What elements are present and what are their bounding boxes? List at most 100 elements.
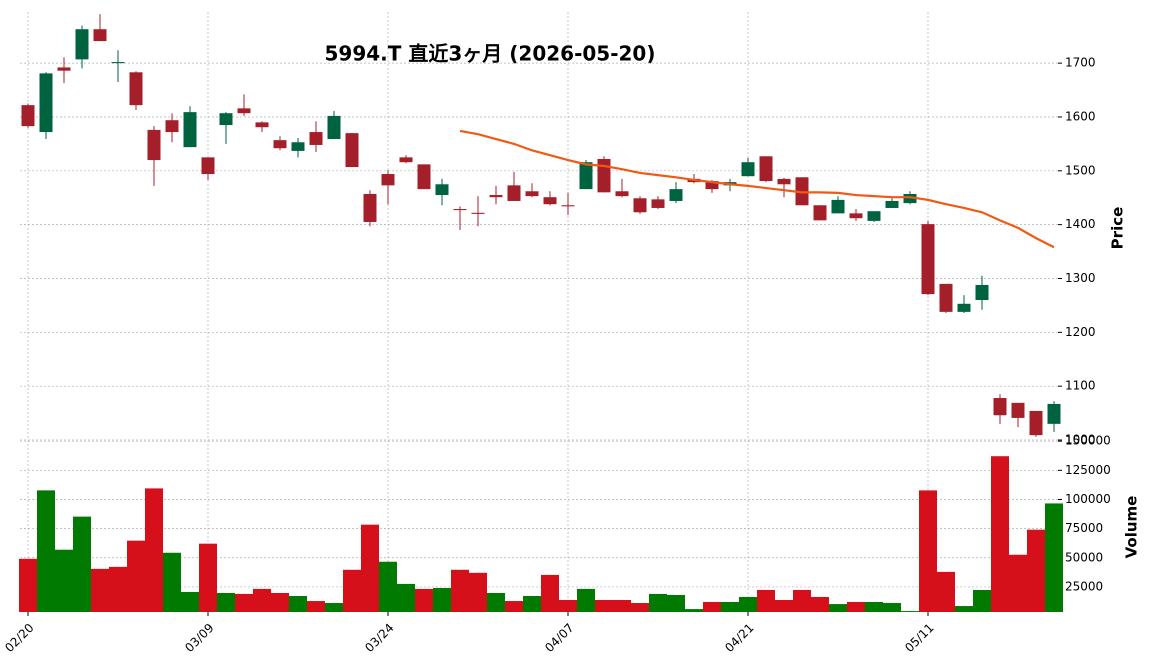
volume-tick-label: 50000 (1065, 550, 1103, 564)
candle-body (237, 108, 251, 114)
candle-body (399, 157, 413, 163)
candle-body (813, 205, 827, 221)
volume-bar (109, 566, 127, 612)
candle-body (327, 115, 341, 140)
candle-body (705, 181, 719, 190)
candle-body (291, 142, 305, 151)
x-tick-label: 04/21 (722, 621, 756, 655)
volume-tick-label: 100000 (1065, 492, 1111, 506)
candle-body (561, 205, 575, 207)
volume-bar (757, 589, 775, 612)
y-tick-label: 1400 (1065, 217, 1096, 231)
volume-bar (721, 601, 739, 612)
candle-body (489, 195, 503, 198)
candle-body (345, 133, 359, 168)
y-tick-label: 1600 (1065, 109, 1096, 123)
y-tick-label: 1700 (1065, 56, 1096, 70)
volume-bar (649, 593, 667, 612)
volume-bar (397, 583, 415, 612)
volume-bar (703, 601, 721, 612)
candle-body (57, 67, 71, 71)
y-axis-label: Price (1109, 207, 1127, 250)
candle-body (1047, 403, 1061, 424)
volume-bar (829, 604, 847, 612)
volume-bar (775, 599, 793, 612)
candle-body (885, 200, 899, 208)
volume-bar (613, 599, 631, 612)
volume-tick-label: 125000 (1065, 463, 1111, 477)
y-tick-label: 1000 (1065, 433, 1096, 447)
volume-bar (577, 588, 595, 612)
x-tick-label: 04/07 (542, 621, 576, 655)
candle-body (831, 199, 845, 214)
volume-tick-label: 150000 (1065, 434, 1111, 448)
candle-body (1011, 402, 1025, 418)
volume-tick-label: 25000 (1065, 579, 1103, 593)
volume-bar (37, 490, 55, 612)
candle-body (147, 129, 161, 161)
candle-body (75, 29, 89, 60)
candle-body (651, 199, 665, 208)
y-tick-label: 1100 (1065, 379, 1096, 393)
volume-bar (847, 601, 865, 612)
volume-bar (811, 596, 829, 612)
volume-bar (937, 571, 955, 612)
candle-body (453, 209, 467, 211)
x-tick-label: 02/20 (2, 621, 36, 655)
volume-bar (1009, 554, 1027, 612)
candle-body (903, 193, 917, 204)
volume-bar (883, 603, 901, 612)
volume-bar (451, 569, 469, 612)
volume-bar (73, 516, 91, 612)
candle-body (633, 198, 647, 213)
volume-bar (271, 592, 289, 612)
volume-bar (991, 456, 1009, 612)
volume-bar (433, 587, 451, 612)
candle-body (273, 140, 287, 149)
candle-body (201, 157, 215, 175)
candle-body (921, 224, 935, 295)
candle-body (669, 189, 683, 201)
volume-axis-label: Volume (1123, 496, 1141, 559)
y-tick-label: 1300 (1065, 271, 1096, 285)
volume-bar (487, 592, 505, 612)
volume-tick-label: 75000 (1065, 521, 1103, 535)
volume-bar (379, 561, 397, 612)
candle-body (615, 191, 629, 197)
candle-body (111, 62, 125, 64)
volume-bar (1045, 503, 1063, 612)
volume-bar (415, 588, 433, 612)
volume-bar (307, 601, 325, 612)
volume-bar (91, 568, 109, 612)
volume-bar (325, 603, 343, 612)
volume-bar (163, 552, 181, 612)
moving-average-line (459, 129, 1055, 249)
candle-body (93, 29, 107, 42)
volume-bar (19, 558, 37, 612)
volume-bar (739, 596, 757, 612)
candle-body (219, 113, 233, 126)
volume-bar (361, 524, 379, 612)
candle-body (165, 120, 179, 133)
candle-body (417, 164, 431, 190)
candle-body (21, 105, 35, 127)
volume-bar (289, 596, 307, 612)
volume-bar (865, 601, 883, 612)
candle-body (507, 185, 521, 201)
volume-bar (595, 599, 613, 612)
volume-bar (127, 540, 145, 612)
volume-bar (199, 543, 217, 612)
volume-bar (901, 611, 919, 612)
candle-body (849, 213, 863, 219)
candle-body (183, 112, 197, 148)
candle-body (129, 72, 143, 106)
candle-body (543, 197, 557, 205)
candle-body (993, 398, 1007, 416)
volume-bar (235, 593, 253, 612)
candle-body (309, 132, 323, 145)
volume-bar (559, 599, 577, 612)
chart-title: 5994.T 直近3ヶ月 (2026-05-20) (325, 42, 656, 66)
volume-bar (55, 549, 73, 612)
candle-body (381, 174, 395, 186)
